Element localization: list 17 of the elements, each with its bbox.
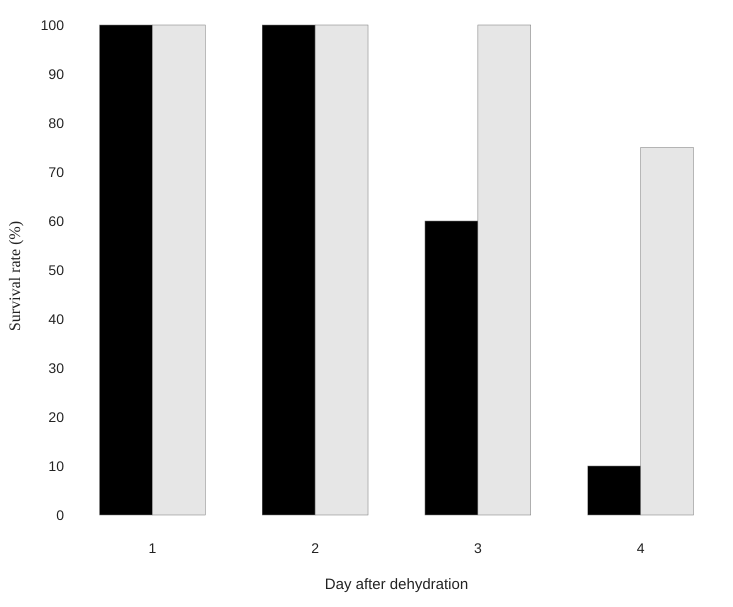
y-axis-title: Survival rate (%) <box>7 220 24 332</box>
x-tick-label: 3 <box>474 540 482 556</box>
x-tick-label: 4 <box>636 540 645 556</box>
x-tick-label: 2 <box>311 540 320 556</box>
y-tick-label: 0 <box>56 506 64 523</box>
y-tick-label: 40 <box>48 310 64 327</box>
y-tick-label: 70 <box>48 164 64 180</box>
x-axis-title: Day after dehydration <box>324 576 468 593</box>
y-tick-label: 60 <box>48 212 64 229</box>
y-tick-label: 80 <box>48 114 64 131</box>
y-tick-label: 100 <box>40 16 64 33</box>
y-tick-label: 90 <box>48 66 64 82</box>
y-tick-label: 20 <box>48 408 64 425</box>
y-tick-label: 50 <box>48 262 64 278</box>
x-tick-label: 1 <box>148 540 157 556</box>
y-tick-label: 30 <box>48 360 64 376</box>
y-tick-label: 10 <box>48 458 64 474</box>
